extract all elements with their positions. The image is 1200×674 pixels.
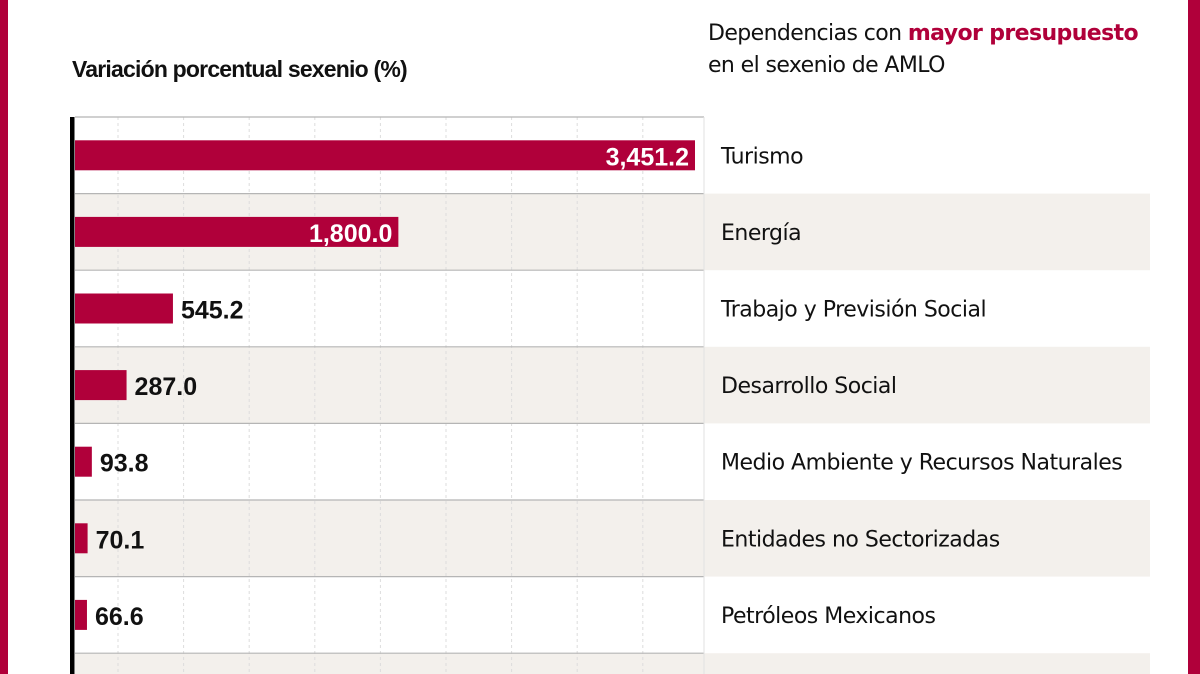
axis-title: Variación porcentual sexenio (%) [72,56,408,82]
data-label: 93.8 [100,450,149,478]
category-label: Trabajo y Previsión Social [720,298,986,323]
data-label: 287.0 [135,373,198,401]
bar [75,140,695,171]
data-label: 66.6 [95,603,144,631]
data-label: 545.2 [181,297,244,325]
data-label: 70.1 [96,526,145,554]
row-background [75,653,1150,674]
row-background [75,500,1150,577]
title-suffix: en el sexenio de AMLO [708,53,945,78]
left-accent-border [0,0,8,674]
bar [75,446,92,477]
row-background [75,346,1150,424]
bar [75,293,173,324]
bar [75,216,399,247]
title-prefix: Dependencias con [708,21,908,46]
category-label: Energía [721,221,801,246]
right-accent-border [1188,0,1200,674]
category-label: Petróleos Mexicanos [721,604,935,629]
category-label: Desarrollo Social [721,374,897,399]
bar [75,599,87,630]
data-label: 1,800.0 [309,220,392,248]
chart-title: Dependencias con mayor presupuesto en el… [708,18,1139,82]
category-label: Turismo [720,144,803,169]
y-axis-line [70,117,75,674]
bar [75,370,127,401]
category-label: Entidades no Sectorizadas [721,527,1000,552]
category-label: Medio Ambiente y Recursos Naturales [721,451,1122,476]
bar [75,523,88,554]
title-highlight: mayor presupuesto [907,21,1139,46]
data-label: 3,451.2 [606,143,689,171]
